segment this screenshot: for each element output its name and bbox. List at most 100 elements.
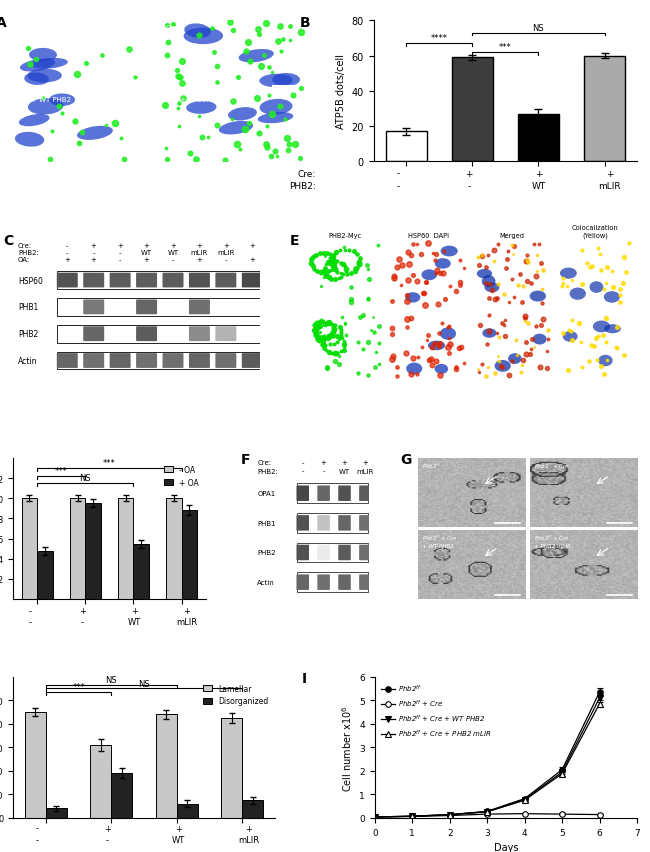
- FancyBboxPatch shape: [136, 354, 157, 369]
- Ellipse shape: [530, 291, 546, 302]
- Ellipse shape: [259, 100, 292, 116]
- Text: -: -: [397, 170, 400, 178]
- Bar: [70, 498, 85, 599]
- Text: +: +: [465, 170, 473, 178]
- Text: A: A: [0, 15, 6, 30]
- Ellipse shape: [441, 246, 458, 257]
- FancyBboxPatch shape: [189, 354, 210, 369]
- Ellipse shape: [77, 127, 113, 141]
- Text: -: -: [92, 250, 95, 256]
- Text: mLIR: mLIR: [305, 314, 322, 320]
- Text: +: +: [144, 256, 150, 262]
- Bar: [452, 58, 493, 162]
- Text: C: C: [3, 234, 14, 248]
- Ellipse shape: [184, 25, 211, 39]
- Ellipse shape: [484, 283, 499, 293]
- Text: +: +: [91, 243, 97, 249]
- FancyBboxPatch shape: [57, 273, 78, 288]
- Text: E: E: [290, 234, 300, 248]
- Ellipse shape: [272, 74, 300, 87]
- Text: WT: WT: [532, 182, 546, 191]
- Ellipse shape: [406, 293, 421, 303]
- Bar: [177, 803, 198, 818]
- Bar: [90, 745, 111, 818]
- Text: Actin: Actin: [18, 357, 38, 366]
- Text: +: +: [196, 243, 202, 249]
- Text: -: -: [119, 256, 122, 262]
- Text: WT: WT: [305, 242, 316, 248]
- Text: +: +: [183, 607, 190, 615]
- Text: WT: WT: [128, 618, 141, 627]
- FancyBboxPatch shape: [338, 575, 351, 590]
- Ellipse shape: [183, 28, 223, 45]
- FancyBboxPatch shape: [110, 273, 131, 288]
- Text: -: -: [106, 835, 109, 843]
- FancyBboxPatch shape: [317, 515, 330, 531]
- Text: +: +: [91, 256, 97, 262]
- FancyBboxPatch shape: [136, 273, 157, 288]
- Ellipse shape: [569, 288, 586, 301]
- Text: F: F: [241, 452, 251, 467]
- Text: B: B: [300, 15, 311, 30]
- Text: +: +: [175, 824, 181, 832]
- Text: OPA1: OPA1: [257, 491, 276, 497]
- Text: PHB2:: PHB2:: [18, 250, 39, 256]
- Text: Merged: Merged: [499, 233, 525, 239]
- Bar: [46, 809, 67, 818]
- Ellipse shape: [421, 270, 437, 281]
- Text: PHB2: PHB2: [257, 550, 276, 556]
- Text: -: -: [172, 256, 174, 262]
- Ellipse shape: [560, 268, 577, 279]
- FancyBboxPatch shape: [317, 575, 330, 590]
- FancyBboxPatch shape: [57, 354, 78, 369]
- Ellipse shape: [257, 112, 293, 124]
- Text: +: +: [79, 607, 86, 615]
- Ellipse shape: [31, 59, 68, 70]
- Text: -: -: [322, 468, 325, 474]
- Text: Cre:: Cre:: [297, 170, 315, 178]
- Ellipse shape: [495, 360, 511, 372]
- Text: ***: ***: [103, 458, 116, 468]
- Bar: [297, 543, 368, 562]
- FancyBboxPatch shape: [296, 515, 309, 531]
- Bar: [57, 325, 260, 343]
- Text: Cre:: Cre:: [18, 243, 32, 249]
- Text: HSP60  DAPI: HSP60 DAPI: [408, 233, 449, 239]
- FancyBboxPatch shape: [83, 300, 104, 315]
- FancyBboxPatch shape: [162, 354, 183, 369]
- Ellipse shape: [435, 259, 450, 269]
- FancyBboxPatch shape: [359, 575, 372, 590]
- Ellipse shape: [219, 122, 253, 135]
- Legend: Phb2$^{ff}$, Phb2$^{ff}$ + Cre, Phb2$^{ff}$ + Cre + WT PHB2, Phb2$^{ff}$ + Cre +: Phb2$^{ff}$, Phb2$^{ff}$ + Cre, Phb2$^{f…: [378, 681, 495, 741]
- Text: mLIR: mLIR: [217, 250, 235, 256]
- Y-axis label: ATP5B dots/cell: ATP5B dots/cell: [336, 55, 346, 130]
- FancyBboxPatch shape: [359, 515, 372, 531]
- FancyBboxPatch shape: [110, 354, 131, 369]
- Ellipse shape: [604, 325, 621, 334]
- Bar: [242, 800, 263, 818]
- Ellipse shape: [406, 363, 422, 375]
- Ellipse shape: [598, 355, 612, 367]
- Text: +: +: [246, 824, 252, 832]
- Text: -: -: [225, 256, 227, 262]
- Text: mLIR: mLIR: [239, 835, 259, 843]
- Bar: [57, 299, 260, 316]
- FancyBboxPatch shape: [162, 273, 183, 288]
- Bar: [584, 56, 625, 162]
- Text: WT: WT: [172, 835, 185, 843]
- Text: -: -: [66, 250, 68, 256]
- Bar: [133, 544, 149, 599]
- Text: -: -: [35, 835, 38, 843]
- FancyBboxPatch shape: [136, 300, 157, 315]
- Text: +: +: [536, 170, 543, 178]
- Legend: - OA, + OA: - OA, + OA: [161, 462, 202, 490]
- FancyBboxPatch shape: [83, 327, 104, 342]
- Text: +: +: [363, 459, 369, 465]
- FancyBboxPatch shape: [189, 327, 210, 342]
- Ellipse shape: [259, 75, 292, 88]
- FancyBboxPatch shape: [83, 273, 104, 288]
- Text: mLIR: mLIR: [176, 618, 197, 627]
- Ellipse shape: [19, 115, 49, 127]
- Legend: Lamellar, Disorganized: Lamellar, Disorganized: [200, 681, 271, 709]
- Text: +: +: [131, 607, 138, 615]
